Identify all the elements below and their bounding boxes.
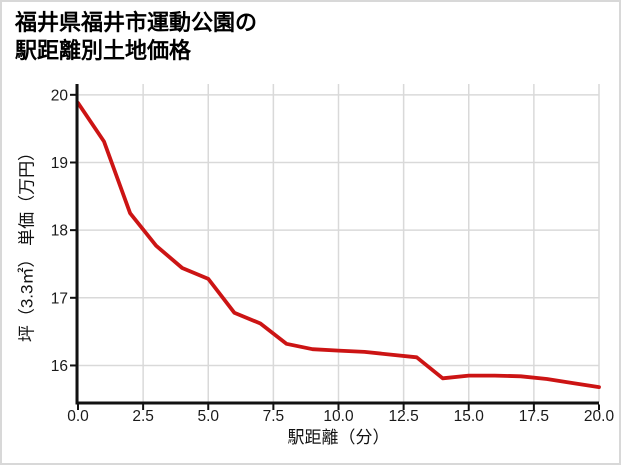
y-axis-title: 坪（3.3㎡） 単価（万円） xyxy=(17,143,37,343)
x-tick-label: 2.5 xyxy=(132,408,154,425)
page-title-line1: 福井県福井市運動公園の xyxy=(15,10,258,35)
x-tick-label: 7.5 xyxy=(263,408,285,425)
x-tick-label: 12.5 xyxy=(389,408,419,425)
x-axis-title: 駅距離（分） xyxy=(287,428,390,447)
y-tick-label: 17 xyxy=(51,290,68,307)
x-tick-label: 15.0 xyxy=(454,408,485,425)
x-tick-label: 0.0 xyxy=(67,408,89,425)
x-tick-label: 5.0 xyxy=(197,408,219,425)
x-tick-label: 20.0 xyxy=(584,408,615,425)
y-tick-label: 20 xyxy=(51,87,69,104)
page-title-line2: 駅距離別土地価格 xyxy=(15,38,192,63)
y-tick-label: 16 xyxy=(51,358,68,375)
price-line xyxy=(76,101,601,390)
page-title: 福井県福井市運動公園の 駅距離別土地価格 xyxy=(15,9,257,65)
y-tick-label: 18 xyxy=(51,223,68,240)
y-tick-label: 19 xyxy=(51,155,68,172)
x-tick-label: 10.0 xyxy=(323,408,354,425)
x-tick-label: 17.5 xyxy=(519,408,549,425)
